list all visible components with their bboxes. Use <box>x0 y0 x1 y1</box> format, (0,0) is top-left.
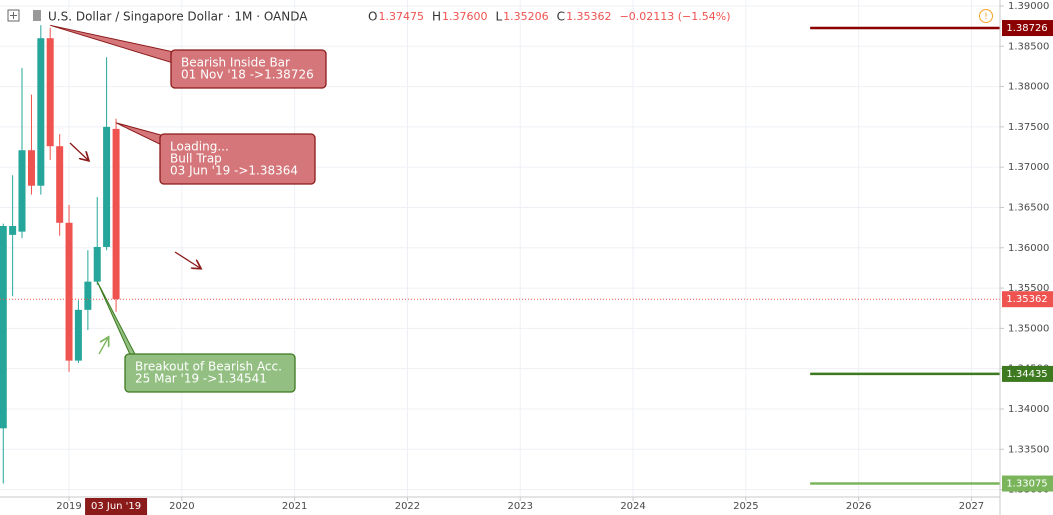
level-label: 1.34435 <box>1006 369 1047 380</box>
date-badge <box>85 498 148 515</box>
y-tick-label: 1.37500 <box>1008 122 1049 133</box>
candle-body[interactable] <box>46 38 54 147</box>
level-label: 1.33075 <box>1006 479 1047 490</box>
candle-body[interactable] <box>0 226 7 429</box>
icon[interactable] <box>33 10 41 21</box>
arrow <box>174 251 200 268</box>
candle-body[interactable] <box>56 146 64 223</box>
callout-text: 03 Jun '19 ->1.38364 <box>170 164 298 178</box>
header: U.S. Dollar / Singapore Dollar · 1M · OA… <box>7 9 993 24</box>
y-tick-label: 1.34000 <box>1008 404 1049 415</box>
last-price-label: 1.35362 <box>1006 294 1047 305</box>
callout-text: 25 Mar '19 ->1.34541 <box>135 372 267 386</box>
ohlc-value: 1.37475 <box>378 10 424 23</box>
candle-body[interactable] <box>18 150 26 232</box>
ohlc-key: O <box>368 10 377 24</box>
x-tick-label: 2022 <box>395 501 420 512</box>
candle-body[interactable] <box>37 38 45 186</box>
icon[interactable] <box>7 9 20 22</box>
x-tick-label: 2027 <box>959 501 984 512</box>
symbol[interactable]: U.S. Dollar / Singapore Dollar · 1M · OA… <box>48 10 308 24</box>
ohlc-key: H <box>432 10 441 24</box>
y-tick-label: 1.37000 <box>1008 162 1049 173</box>
candle-body[interactable] <box>74 309 82 361</box>
candle-body[interactable] <box>9 226 17 235</box>
x-tick-label: 2026 <box>846 501 871 512</box>
callout-box[interactable] <box>170 49 327 89</box>
last-price-badge <box>1002 291 1053 308</box>
x-tick-label: 2025 <box>733 501 758 512</box>
x-tick-label: 2023 <box>508 501 533 512</box>
candle-body[interactable] <box>27 150 35 186</box>
warning-icon: ! <box>984 12 988 22</box>
callout-text: Bull Trap <box>170 152 222 166</box>
candle-body[interactable] <box>112 128 120 300</box>
x-tick-label: 2021 <box>282 501 307 512</box>
plot <box>0 25 1000 485</box>
level-label: 1.38726 <box>1006 23 1047 34</box>
y-tick-label: 1.36000 <box>1008 243 1049 254</box>
y-tick-label: 1.35000 <box>1008 323 1049 334</box>
callout-text: Bearish Inside Bar <box>181 56 290 70</box>
icon <box>10 12 17 19</box>
y-tick-label: 1.33500 <box>1008 444 1049 455</box>
level-badge <box>1002 365 1053 382</box>
overlays: 1.330001.335001.340001.345001.350001.355… <box>50 1 1053 515</box>
date-label: 03 Jun '19 <box>91 501 141 512</box>
x-tick-label: 2024 <box>620 501 645 512</box>
ohlc-key: L <box>495 10 502 24</box>
callout-text: Loading... <box>170 140 229 154</box>
y-tick-label: 1.38000 <box>1008 82 1049 93</box>
y-tick-label: 1.36500 <box>1008 202 1049 213</box>
ohlc-key: C <box>557 10 565 24</box>
ohlc-value: 1.35362 <box>566 10 612 23</box>
level-badge <box>1002 475 1053 492</box>
ohlc-value: 1.37600 <box>442 10 488 23</box>
arrow <box>69 142 88 160</box>
level-badge <box>1002 20 1053 37</box>
y-tick-label: 1.35500 <box>1008 283 1049 294</box>
y-tick-label: 1.39000 <box>1008 1 1049 12</box>
change: −0.02113 (−1.54%) <box>620 10 731 23</box>
warning-icon[interactable] <box>979 9 993 23</box>
x-tick-label: 2020 <box>169 501 194 512</box>
callout-box[interactable] <box>159 133 316 185</box>
candle-body[interactable] <box>103 126 111 247</box>
arrow <box>98 338 108 355</box>
candle-body[interactable] <box>65 222 73 361</box>
callout-text: Breakout of Bearish Acc. <box>135 360 282 374</box>
candle-body[interactable] <box>93 246 101 282</box>
x-tick-label: 2019 <box>56 501 81 512</box>
y-tick-label: 1.38500 <box>1008 41 1049 52</box>
callout-text: 01 Nov '18 ->1.38726 <box>181 68 314 82</box>
callout-box[interactable] <box>124 353 296 393</box>
candle-body[interactable] <box>84 281 92 310</box>
ohlc-value: 1.35206 <box>503 10 549 23</box>
